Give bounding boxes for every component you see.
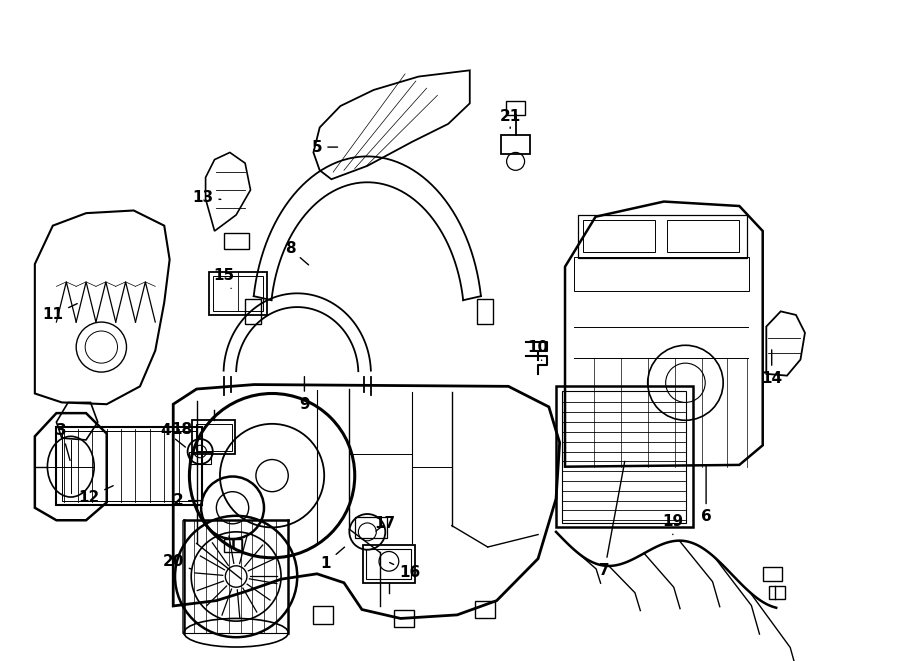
Bar bbox=[501, 134, 530, 154]
Bar bbox=[366, 549, 411, 579]
Text: 14: 14 bbox=[761, 350, 782, 386]
Text: 10: 10 bbox=[527, 340, 549, 361]
Bar bbox=[355, 516, 387, 538]
Text: 4: 4 bbox=[160, 424, 185, 447]
Text: 7: 7 bbox=[599, 461, 625, 578]
Text: 17: 17 bbox=[374, 516, 396, 532]
Bar bbox=[574, 257, 749, 291]
Bar bbox=[313, 606, 333, 624]
Bar bbox=[578, 215, 746, 258]
Text: 12: 12 bbox=[78, 486, 113, 504]
Text: 8: 8 bbox=[284, 242, 309, 265]
Bar bbox=[394, 610, 414, 628]
Bar bbox=[189, 451, 211, 464]
Bar bbox=[212, 275, 263, 311]
Text: 13: 13 bbox=[193, 189, 220, 205]
Bar bbox=[769, 587, 785, 599]
Bar bbox=[223, 233, 248, 249]
Text: 6: 6 bbox=[701, 466, 712, 524]
Bar bbox=[477, 299, 493, 324]
Text: 1: 1 bbox=[320, 547, 345, 571]
Bar bbox=[57, 426, 202, 505]
Bar bbox=[223, 539, 241, 552]
Bar bbox=[62, 431, 196, 500]
Bar bbox=[209, 272, 266, 315]
Text: 20: 20 bbox=[163, 554, 192, 569]
Text: 15: 15 bbox=[213, 268, 234, 289]
Text: 18: 18 bbox=[172, 422, 203, 440]
Bar bbox=[506, 101, 526, 115]
Text: 5: 5 bbox=[311, 140, 338, 155]
Bar bbox=[245, 299, 261, 324]
Bar bbox=[195, 424, 231, 451]
Bar bbox=[475, 600, 495, 618]
Bar bbox=[668, 220, 740, 252]
Bar bbox=[562, 391, 687, 523]
Text: 3: 3 bbox=[57, 424, 70, 461]
Text: 11: 11 bbox=[42, 304, 77, 322]
Text: 9: 9 bbox=[299, 377, 310, 412]
Text: 2: 2 bbox=[172, 493, 202, 508]
Bar bbox=[762, 567, 782, 581]
Bar bbox=[583, 220, 655, 252]
Bar bbox=[192, 420, 235, 454]
Text: 19: 19 bbox=[662, 514, 683, 534]
Bar bbox=[556, 387, 693, 528]
Text: 16: 16 bbox=[390, 563, 420, 579]
Text: 21: 21 bbox=[500, 109, 521, 128]
Bar bbox=[363, 545, 415, 583]
